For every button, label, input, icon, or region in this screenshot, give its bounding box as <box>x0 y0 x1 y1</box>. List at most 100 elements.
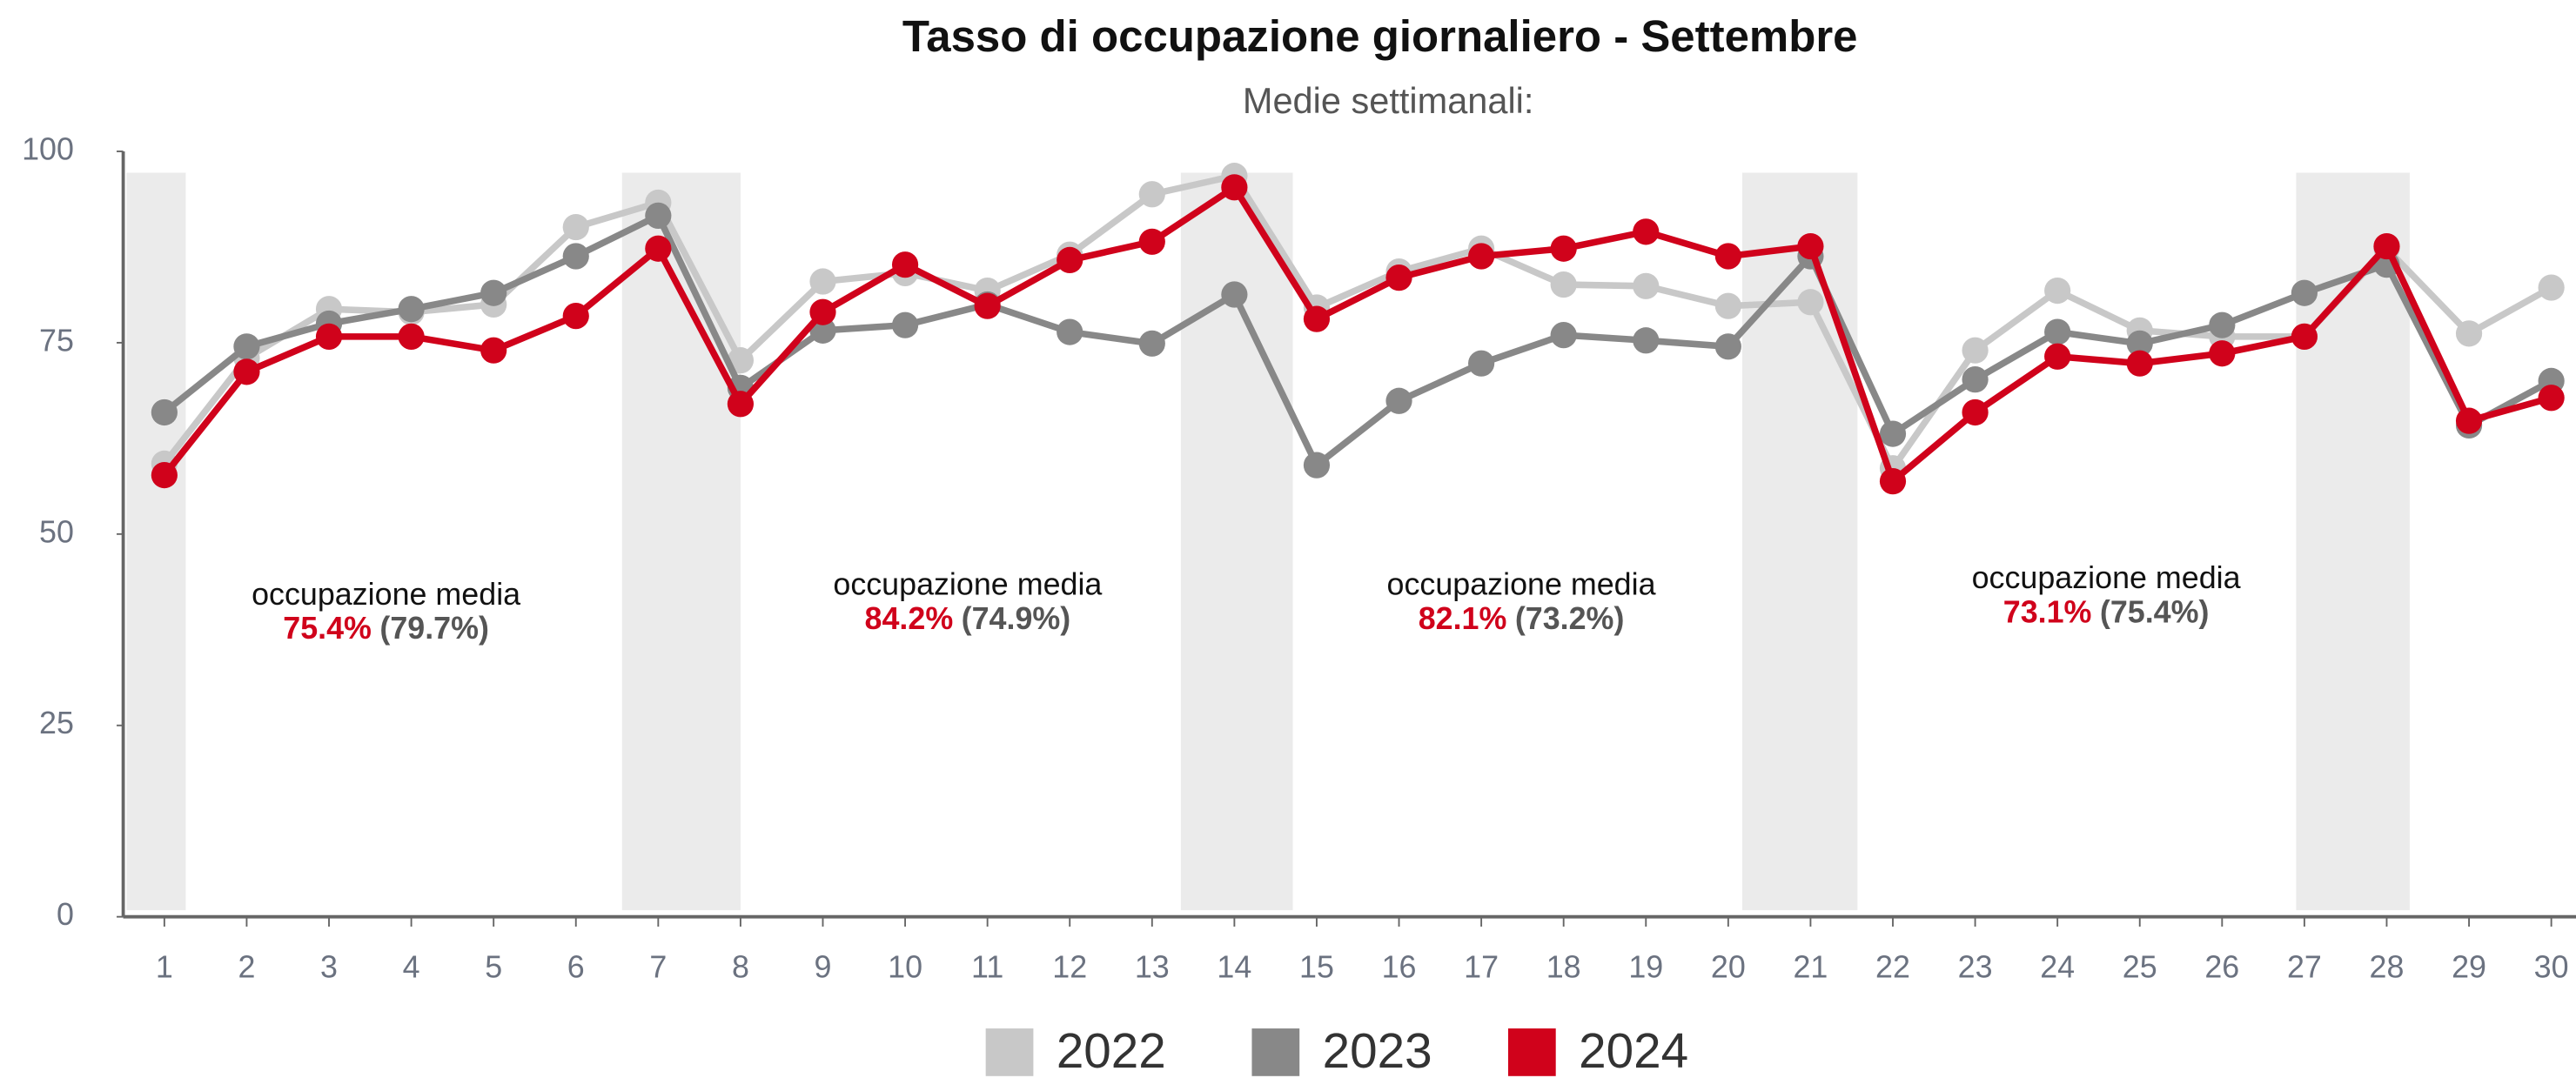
x-tick-label: 25 <box>2123 950 2157 985</box>
series-line <box>162 211 2553 471</box>
y-tick-label: 25 <box>39 706 74 740</box>
x-tick-label: 6 <box>567 950 585 985</box>
point <box>1221 174 1248 201</box>
x-tick-label: 2 <box>238 950 255 985</box>
point <box>1468 350 1495 377</box>
point <box>1550 271 1577 298</box>
legend-label: 2023 <box>1323 1024 1432 1078</box>
point <box>974 292 1001 319</box>
point <box>1221 281 1248 308</box>
annotation-values: 73.1% (75.4%) <box>2003 595 2210 630</box>
point <box>1633 218 1660 245</box>
legend-swatch <box>1507 1028 1556 1076</box>
point <box>233 333 260 360</box>
point <box>562 303 589 330</box>
weekend-band <box>1741 172 1858 911</box>
x-tick-label: 3 <box>320 950 338 985</box>
point <box>1303 305 1331 332</box>
legend-swatch <box>1251 1028 1300 1076</box>
point <box>1138 181 1165 208</box>
x-tick-label: 26 <box>2204 950 2239 985</box>
point <box>727 391 755 418</box>
x-tick-label: 20 <box>1711 950 1746 985</box>
point <box>891 311 919 338</box>
annotation-label: occupazione media <box>1972 560 2241 595</box>
annotation-values: 84.2% (74.9%) <box>865 601 1071 636</box>
point <box>645 202 672 229</box>
x-tick-label: 15 <box>1299 950 1334 985</box>
point <box>645 235 672 262</box>
y-tick-label: 0 <box>57 897 74 932</box>
legend-label: 2022 <box>1057 1024 1166 1078</box>
x-tick-label: 23 <box>1958 950 1993 985</box>
x-tick-label: 8 <box>732 950 749 985</box>
point <box>151 461 178 489</box>
annotation-label: occupazione media <box>1387 567 1656 602</box>
point <box>1303 452 1331 479</box>
x-tick-label: 10 <box>888 950 922 985</box>
annotation-values: 75.4% (79.7%) <box>283 612 489 646</box>
point <box>2455 320 2483 347</box>
point <box>1385 387 1412 414</box>
point <box>1797 232 1824 260</box>
point <box>2538 385 2565 412</box>
series-line <box>161 183 2553 487</box>
x-tick-label: 19 <box>1628 950 1663 985</box>
current-average: 82.1% <box>1419 601 1507 636</box>
point <box>1879 420 1907 447</box>
x-tick-label: 13 <box>1135 950 1170 985</box>
x-tick-label: 28 <box>2370 950 2405 985</box>
x-tick-label: 18 <box>1546 950 1581 985</box>
point <box>809 298 836 325</box>
point <box>2291 323 2318 350</box>
previous-average: (74.9%) <box>962 601 1071 636</box>
point <box>2209 340 2236 367</box>
point <box>2126 350 2153 377</box>
series-line <box>161 171 2553 475</box>
x-tick-label: 22 <box>1875 950 1910 985</box>
legend-swatch <box>985 1028 1034 1076</box>
point <box>1057 318 1083 345</box>
point <box>1714 292 1741 319</box>
point <box>398 323 425 350</box>
point <box>2209 311 2236 338</box>
x-tick-label: 14 <box>1217 950 1251 985</box>
point <box>1550 235 1577 262</box>
point <box>2044 277 2071 305</box>
chart-subtitle: Medie settimanali: <box>1243 80 1534 121</box>
point <box>1714 333 1741 360</box>
x-tick-label: 27 <box>2287 950 2322 985</box>
point <box>1385 264 1412 291</box>
x-tick-label: 4 <box>403 950 420 985</box>
point <box>398 296 425 323</box>
point <box>562 213 589 241</box>
x-tick-label: 7 <box>649 950 667 985</box>
lines <box>151 163 2565 495</box>
point <box>2126 330 2153 357</box>
point <box>233 358 260 385</box>
x-tick-label: 17 <box>1464 950 1499 985</box>
point <box>480 279 507 306</box>
previous-average: (79.7%) <box>379 612 489 646</box>
point <box>2455 407 2483 434</box>
point <box>1468 243 1495 270</box>
x-tick-label: 24 <box>2040 950 2075 985</box>
y-tick-label: 75 <box>39 323 74 358</box>
x-tick-label: 30 <box>2534 950 2569 985</box>
point <box>1714 243 1741 270</box>
x-tick-label: 9 <box>815 950 832 985</box>
point <box>562 243 589 270</box>
y-tick-label: 100 <box>22 131 74 166</box>
point <box>315 323 343 350</box>
legend-label: 2024 <box>1579 1024 1688 1078</box>
x-tick-label: 1 <box>156 950 173 985</box>
point <box>480 337 507 364</box>
x-tick-label: 29 <box>2452 950 2486 985</box>
point <box>2044 318 2071 345</box>
x-tick-label: 16 <box>1382 950 1417 985</box>
point <box>1633 272 1660 299</box>
point <box>1797 289 1824 316</box>
point <box>151 398 178 426</box>
